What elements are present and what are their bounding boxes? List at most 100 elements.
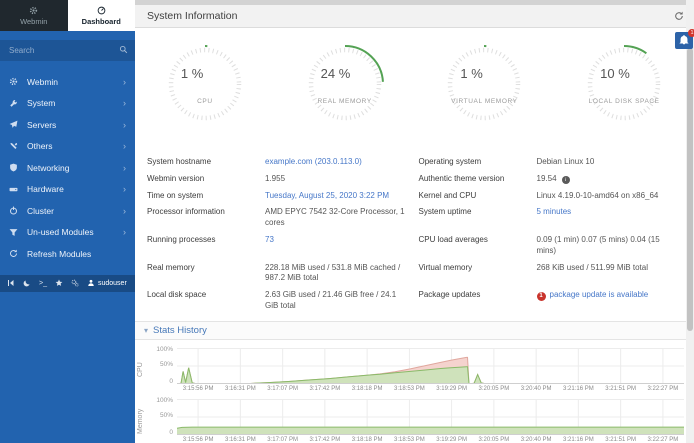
notifications-button[interactable]: 1 <box>675 29 694 50</box>
info-value: 2.63 GiB used / 21.46 GiB free / 24.1 Gi… <box>265 290 397 310</box>
tab-dashboard[interactable]: Dashboard <box>67 0 135 31</box>
scrollbar[interactable] <box>686 0 694 443</box>
x-tick-label: 3:21:16 PM <box>563 385 594 392</box>
info-value[interactable]: example.com (203.0.113.0) <box>265 157 362 166</box>
hdd-icon <box>9 185 19 194</box>
user-chip[interactable]: sudouser <box>87 279 127 287</box>
ytick-0: 0 <box>169 377 173 385</box>
info-row-webmin-version: Webmin version 1.955 <box>147 171 409 188</box>
x-tick-label: 3:22:27 PM <box>647 436 679 443</box>
tab-webmin-label: Webmin <box>20 16 48 26</box>
info-label: CPU load averages <box>418 234 488 244</box>
info-label: Kernel and CPU <box>418 190 477 200</box>
chart-axis-label: CPU <box>137 362 144 378</box>
sidebar-search <box>0 40 135 61</box>
info-value: 1.955 <box>265 173 286 183</box>
night-mode-icon[interactable] <box>23 279 31 287</box>
info-value: 228.18 MiB used / 531.8 MiB cached / 987… <box>265 262 401 283</box>
gauge-label: VIRTUAL MEMORY <box>451 98 518 105</box>
update-count-badge: 1 <box>536 292 546 302</box>
x-tick-label: 3:18:53 PM <box>394 385 425 392</box>
info-icon[interactable]: i <box>561 175 570 184</box>
info-value: 19.54 i <box>537 174 681 185</box>
info-row-time-on-system: Time on system Tuesday, August 25, 2020 3… <box>147 188 409 205</box>
chevron-right-icon: › <box>123 184 126 195</box>
chevron-right-icon: › <box>123 227 126 238</box>
tab-webmin[interactable]: Webmin <box>0 0 68 31</box>
gauge-value: 1 % <box>460 66 483 81</box>
sidebar-item-label: Others <box>27 141 53 152</box>
gauge-label: REAL MEMORY <box>317 98 372 105</box>
x-tick-label: 3:21:16 PM <box>563 436 594 443</box>
favorites-star-icon[interactable] <box>55 279 63 287</box>
ytick-100: 100% <box>156 396 173 404</box>
bell-icon <box>679 32 689 50</box>
sidebar-tabs: Webmin Dashboard <box>0 0 135 31</box>
chevron-right-icon: › <box>123 119 126 130</box>
scrollbar-thumb[interactable] <box>687 48 693 331</box>
info-label: Operating system <box>418 157 482 166</box>
info-label: Processor information <box>147 207 225 217</box>
chevron-right-icon: › <box>123 98 126 109</box>
gauge-ring <box>445 45 524 123</box>
gauge-ring <box>305 45 384 123</box>
paper-plane-icon <box>9 120 19 129</box>
search-input[interactable] <box>0 40 135 61</box>
x-tick-label: 3:17:07 PM <box>267 436 298 443</box>
gauge-value: 24 % <box>320 66 351 81</box>
info-value: 0.09 (1 min) 0.07 (5 mins) 0.04 (15 mins… <box>536 234 660 255</box>
x-tick-label: 3:21:51 PM <box>605 385 636 392</box>
gauge-ring <box>165 45 244 123</box>
info-row-system-hostname: System hostname example.com (203.0.113.0) <box>147 154 409 171</box>
x-tick-label: 3:15:56 PM <box>182 385 214 392</box>
sidebar-item-label: Refresh Modules <box>27 248 92 259</box>
info-value[interactable]: 5 minutes <box>536 207 572 217</box>
sidebar-item-un-used-modules[interactable]: Un-used Modules › <box>0 222 135 244</box>
gear-icon <box>9 77 19 86</box>
info-row-system-uptime: System uptime 5 minutes <box>419 204 681 232</box>
info-value[interactable]: 73 <box>265 234 274 244</box>
main-content: System Information 1 1 % CPU 24 % REAL MEMO… <box>135 0 694 443</box>
sidebar-item-servers[interactable]: Servers › <box>0 114 135 136</box>
gauge-local-disk-space: 10 % LOCAL DISK SPACE <box>554 40 694 146</box>
info-row-local-disk-space: Local disk space 2.63 GiB used / 21.46 Gi… <box>147 287 409 315</box>
chart-axis-label: Memory <box>137 408 144 434</box>
info-value[interactable]: Tuesday, August 25, 2020 3:22 PM <box>265 190 390 200</box>
x-tick-label: 3:18:18 PM <box>351 385 383 392</box>
x-tick-label: 3:20:40 PM <box>520 436 552 443</box>
shield-icon <box>9 163 19 172</box>
info-label: Virtual memory <box>418 262 473 272</box>
info-row-real-memory: Real memory 228.18 MiB used / 531.8 MiB c… <box>147 260 409 288</box>
settings-gears-icon[interactable] <box>71 279 79 287</box>
x-tick-label: 3:20:05 PM <box>478 385 510 392</box>
chart-x-labels: 3:15:56 PM 3:16:31 PM 3:17:07 PM 3:17:42 PM… <box>177 437 684 443</box>
info-row-processor-information: Processor information AMD EPYC 7542 32-Co… <box>147 204 409 232</box>
collapse-sidebar-icon[interactable] <box>7 279 15 287</box>
chart-y-ticks: 100% 50% 0 <box>151 346 177 385</box>
terminal-icon[interactable]: >_ <box>39 279 47 287</box>
search-icon[interactable] <box>119 45 128 54</box>
sidebar-item-refresh-modules[interactable]: Refresh Modules <box>0 243 135 265</box>
stats-chart-memory: Memory 100% 50% 0 3:15:56 PM 3:16:31 PM 3:17:0… <box>137 396 684 443</box>
sidebar-item-hardware[interactable]: Hardware › <box>0 179 135 201</box>
stats-chart-cpu: CPU 100% 50% 0 3:15:56 PM 3:16:31 PM 3:17:07 P… <box>137 346 684 392</box>
x-tick-label: 3:17:07 PM <box>267 385 298 392</box>
ytick-0: 0 <box>169 428 173 436</box>
page-title: System Information <box>147 10 238 22</box>
stats-history-header[interactable]: ▾ Stats History <box>135 320 694 340</box>
info-label: Authentic theme version <box>418 173 505 183</box>
chevron-right-icon: › <box>123 141 126 152</box>
sidebar: Webmin Dashboard Webmin›System›Servers›O… <box>0 0 135 443</box>
x-tick-label: 3:20:05 PM <box>478 436 510 443</box>
info-value[interactable]: 1 package update is available <box>536 290 681 312</box>
x-tick-label: 3:22:27 PM <box>647 385 679 392</box>
sidebar-item-system[interactable]: System › <box>0 93 135 115</box>
info-value: Debian Linux 10 <box>536 157 595 166</box>
gauge-cpu: 1 % CPU <box>135 40 275 146</box>
refresh-icon[interactable] <box>674 11 684 21</box>
sidebar-item-networking[interactable]: Networking › <box>0 157 135 179</box>
sidebar-item-webmin[interactable]: Webmin › <box>0 71 135 93</box>
sidebar-toolbar: >_ sudouser <box>0 274 135 292</box>
sidebar-item-others[interactable]: Others › <box>0 136 135 158</box>
sidebar-item-cluster[interactable]: Cluster › <box>0 200 135 222</box>
